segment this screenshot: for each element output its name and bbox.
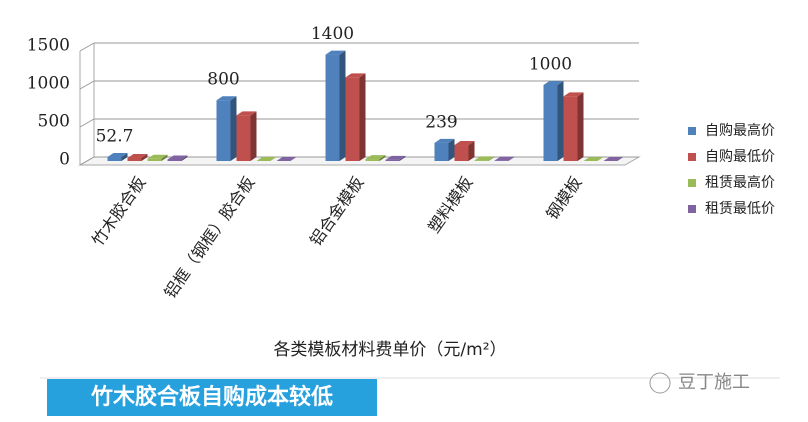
bar	[365, 159, 380, 161]
banner: 竹木胶合板自购成本较低	[90, 384, 333, 410]
x-tick-label: 铝框（钢框）胶合板	[160, 173, 258, 302]
bar	[454, 145, 469, 161]
value-label: 1000	[529, 55, 572, 75]
value-label: 1400	[311, 24, 354, 44]
bar-top	[603, 157, 624, 161]
bar	[474, 160, 489, 161]
bar-top	[216, 96, 237, 101]
bar-side	[161, 154, 168, 161]
bar	[127, 157, 142, 161]
bar-top	[107, 152, 128, 157]
bar	[345, 77, 360, 161]
legend-label: 租赁最高价	[705, 174, 775, 191]
bar	[543, 85, 558, 161]
legend-swatch	[688, 153, 696, 161]
bar-top	[127, 153, 148, 158]
grid-diag	[79, 156, 95, 166]
y-tick-label: 1000	[27, 74, 70, 94]
bar-side	[508, 156, 515, 161]
bar	[236, 115, 251, 161]
bar-top	[167, 155, 188, 160]
bar-side	[488, 156, 495, 161]
x-tick-label: 钢模板	[542, 173, 585, 223]
y-tick-label: 500	[38, 112, 70, 132]
legend-label: 自购最高价	[705, 122, 775, 139]
bar-top	[583, 157, 604, 161]
bar-side	[359, 73, 366, 161]
bar-side	[181, 155, 188, 161]
bar-top	[494, 156, 515, 161]
bar-side	[379, 155, 386, 161]
bar-side	[468, 141, 475, 161]
bar-top	[276, 157, 297, 161]
x-tick-label: 竹木胶合板	[88, 173, 149, 249]
bar	[216, 100, 231, 161]
bar-side	[557, 81, 564, 161]
bar-side	[399, 155, 406, 161]
value-label: 239	[425, 112, 457, 132]
bar-side	[141, 153, 148, 161]
bar-top	[365, 155, 386, 160]
bar	[325, 54, 340, 161]
bar	[147, 158, 162, 161]
y-tick-label: 1500	[27, 36, 70, 56]
bar-top	[385, 155, 406, 160]
legend-swatch	[688, 127, 696, 135]
bar-top	[256, 157, 277, 161]
banner-bg	[47, 379, 377, 416]
x-axis-title: 各类模板材料费单价（元/m²）	[273, 340, 506, 360]
bar-side	[250, 111, 257, 161]
watermark: 豆丁施工	[678, 372, 750, 393]
bar	[563, 96, 578, 161]
legend-label: 租赁最低价	[705, 201, 775, 217]
bar	[167, 159, 182, 161]
legend-swatch	[688, 179, 696, 187]
bar-top	[563, 92, 584, 97]
bar-top	[345, 73, 366, 78]
bar-top	[454, 141, 475, 146]
grid-diag	[79, 80, 95, 90]
x-tick-label: 塑料模板	[424, 173, 476, 236]
bar-top	[474, 156, 495, 161]
value-label: 52.7	[96, 126, 134, 146]
y-tick-label: 0	[59, 150, 70, 170]
bar-side	[230, 96, 237, 161]
bar	[434, 142, 449, 161]
bar-top	[543, 81, 564, 85]
bar-side	[121, 152, 128, 161]
bar-side	[339, 50, 346, 161]
bar-top	[236, 111, 257, 116]
grid-diag	[79, 42, 95, 52]
x-tick-label: 铝合金模板	[306, 173, 367, 249]
bar-top	[147, 154, 168, 159]
bar	[385, 159, 400, 161]
value-label: 800	[207, 70, 239, 90]
bar	[107, 156, 122, 161]
bar-top	[325, 50, 346, 55]
grid-diag	[79, 118, 95, 128]
bar-side	[577, 92, 584, 161]
legend-label: 自购最低价	[705, 149, 775, 165]
legend-swatch	[688, 205, 696, 213]
bar-side	[448, 138, 455, 161]
watermark-icon	[649, 372, 671, 394]
bar-top	[434, 138, 455, 143]
